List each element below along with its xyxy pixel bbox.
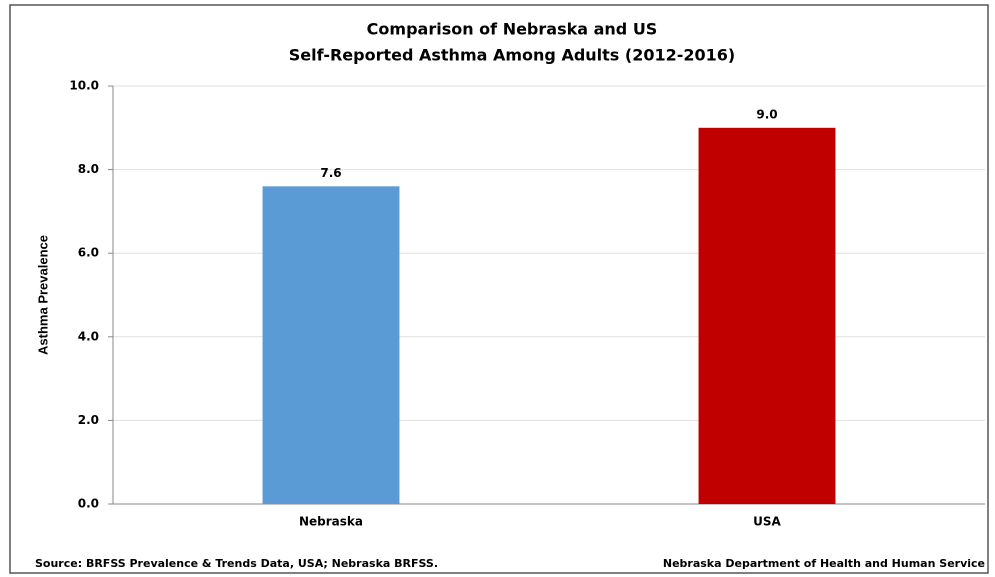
- chart-title: Comparison of Nebraska and US: [367, 20, 658, 39]
- x-tick-label: Nebraska: [299, 515, 363, 529]
- source-note: Source: BRFSS Prevalence & Trends Data, …: [35, 557, 438, 570]
- y-tick-label: 4.0: [78, 329, 99, 343]
- y-tick-label: 10.0: [69, 79, 99, 93]
- y-tick-label: 6.0: [78, 246, 99, 260]
- credit-note: Nebraska Department of Health and Human …: [663, 557, 985, 570]
- x-tick-label: USA: [753, 515, 781, 529]
- chart-title: Self-Reported Asthma Among Adults (2012-…: [289, 46, 735, 65]
- y-tick-label: 0.0: [78, 497, 99, 511]
- y-axis-label: Asthma Prevalence: [35, 235, 50, 355]
- bar: [262, 186, 400, 504]
- data-label: 9.0: [756, 107, 777, 121]
- chart-frame: [9, 4, 989, 574]
- y-tick-label: 2.0: [78, 413, 99, 427]
- data-label: 7.6: [320, 166, 341, 180]
- bar: [698, 127, 836, 505]
- y-tick-label: 8.0: [78, 162, 99, 176]
